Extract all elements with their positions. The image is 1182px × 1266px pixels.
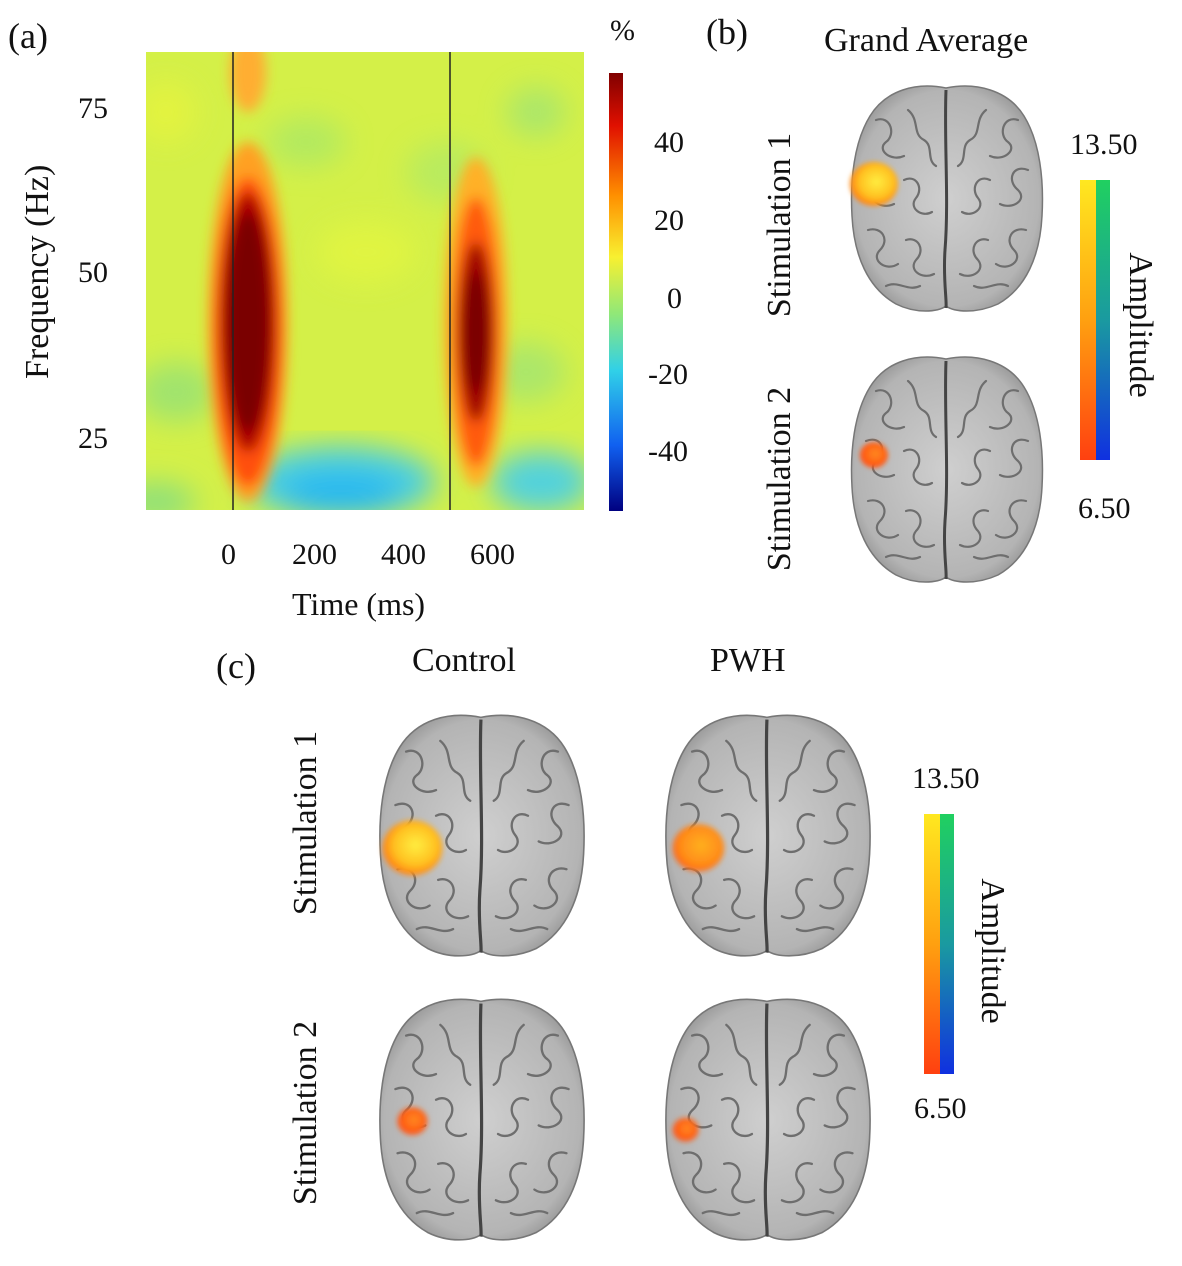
- panel-c-col-pwh: PWH: [710, 642, 786, 679]
- colorbar-tick-neg40: -40: [648, 435, 688, 468]
- panel-b-title: Grand Average: [824, 22, 1029, 59]
- brain-c-pwh-stim1: [665, 714, 871, 957]
- x-tick-400: 400: [381, 538, 426, 571]
- panel-b-colorbar-label: Amplitude: [1122, 252, 1159, 398]
- panel-b-colorbar-min: 6.50: [1078, 492, 1131, 525]
- x-tick-200: 200: [292, 538, 337, 571]
- colorbar-tick-20: 20: [654, 204, 684, 237]
- x-axis-title: Time (ms): [292, 586, 426, 622]
- panel-b-colorbar-max: 13.50: [1070, 128, 1138, 161]
- panel-b-row-stim1: Stimulation 1: [761, 132, 798, 318]
- panel-b-colorbar: [1080, 180, 1110, 460]
- brain-b-stim1: [850, 85, 1044, 312]
- panel-b-row-stim2: Stimulation 2: [761, 386, 798, 572]
- panel-c-colorbar-max: 13.50: [912, 762, 980, 795]
- brain-c-control-stim2: [379, 998, 585, 1241]
- spectrogram-heatmap: [146, 52, 584, 510]
- panel-c-colorbar-label: Amplitude: [974, 878, 1011, 1024]
- y-tick-50: 50: [78, 256, 108, 289]
- y-axis-title: Frequency (Hz): [19, 164, 56, 379]
- panel-c-row-stim1: Stimulation 1: [287, 730, 324, 916]
- brain-c-pwh-stim2: [665, 998, 871, 1241]
- y-tick-25: 25: [78, 422, 108, 455]
- x-tick-0: 0: [221, 538, 236, 571]
- panel-b-label: (b): [706, 12, 748, 52]
- x-tick-600: 600: [470, 538, 515, 571]
- brain-c-control-stim1: [379, 714, 585, 957]
- panel-c-colorbar-min: 6.50: [914, 1092, 967, 1125]
- panel-c-row-stim2: Stimulation 2: [287, 1020, 324, 1206]
- panel-a-label: (a): [8, 16, 48, 56]
- colorbar-tick-40: 40: [654, 126, 684, 159]
- panel-c-label: (c): [216, 646, 256, 686]
- panel-c-col-control: Control: [412, 642, 516, 679]
- spectrogram-colorbar: [609, 73, 623, 511]
- colorbar-unit: %: [610, 14, 635, 47]
- colorbar-tick-0: 0: [667, 282, 682, 315]
- y-tick-75: 75: [78, 92, 108, 125]
- colorbar-tick-neg20: -20: [648, 358, 688, 391]
- brain-b-stim2: [850, 356, 1044, 583]
- panel-c-colorbar: [924, 814, 954, 1074]
